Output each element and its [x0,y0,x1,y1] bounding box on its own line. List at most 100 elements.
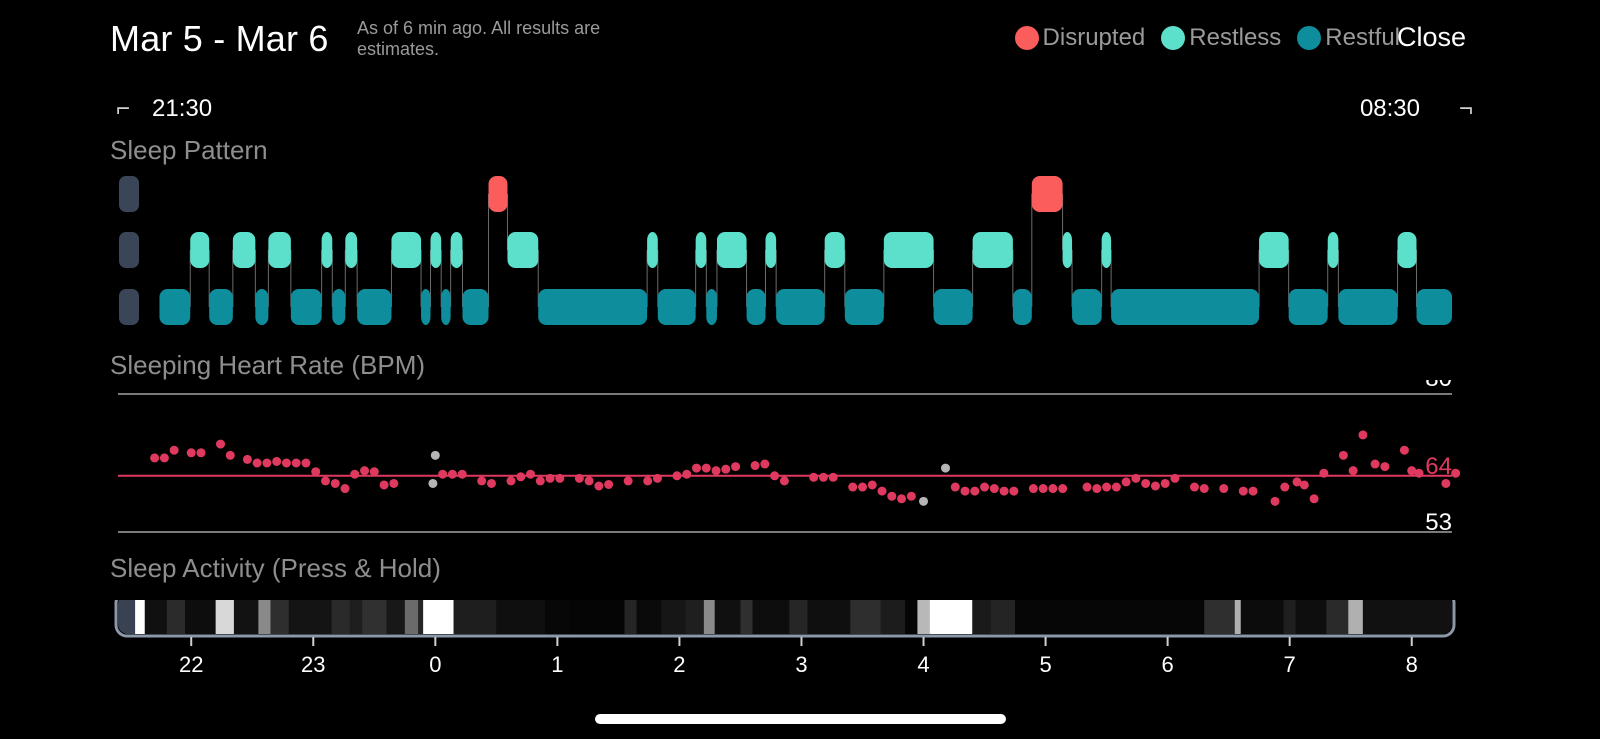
activity-band [703,600,715,634]
activity-band [288,600,332,634]
hr-max-label: 80 [1425,380,1452,392]
hr-point [1370,459,1380,469]
hr-point [1082,482,1092,492]
activity-band [453,600,497,634]
hr-point [1102,482,1112,492]
activity-frame [114,600,1456,638]
activity-band [166,600,186,634]
hr-point [1441,478,1451,488]
legend-item-disrupted: Disrupted [1014,24,1145,52]
hr-point [760,459,770,469]
activity-band [496,600,546,634]
hr-point [369,467,379,477]
activity-band [135,600,145,634]
sleep-segment-restless [824,232,845,268]
sleep-segment-restless [391,232,422,268]
hr-point [672,471,682,481]
axis-tick-label: 23 [301,652,325,677]
sleep-segment-restful [357,289,392,325]
sleep-segment-restless [321,232,333,268]
hr-point [196,448,206,458]
sleep-segment-restful [657,289,696,325]
hr-point-excluded [940,463,950,473]
hr-point [858,482,868,492]
hr-point [1170,473,1180,483]
hr-point [1319,468,1329,478]
hr-point [1380,462,1390,472]
activity-band [636,600,662,634]
sleep-segment-restful [1012,289,1032,325]
hr-point [1338,450,1348,460]
hr-point [311,467,321,477]
activity-band [752,600,790,634]
sleep-segment-restful [332,289,346,325]
activity-band [1326,600,1349,634]
activity-band [545,600,570,634]
sleep-segment-restful [159,289,191,325]
activity-band [1234,600,1241,634]
hr-point [999,486,1009,496]
sleep-segment-restless [232,232,256,268]
hr-point [1358,430,1368,440]
activity-band [258,600,271,634]
end-time: 08:30 [1359,95,1420,122]
hr-point [828,472,838,482]
activity-band [423,600,454,634]
hr-point [877,486,887,496]
hr-point [848,482,858,492]
hr-point [643,476,653,486]
activity-band [1295,600,1327,634]
hr-point [809,472,819,482]
sleep-segment-restful [1416,289,1452,325]
sleep-segment-disrupted [488,176,508,212]
axis-tick-label: 4 [917,652,929,677]
sleep-segment-restless [450,232,463,268]
hr-point [731,462,741,472]
sleep-segment-restless [345,232,358,268]
axis-tick-label: 1 [551,652,563,677]
home-indicator[interactable] [595,714,1006,724]
activity-band [929,600,973,634]
sleep-segment-restful [1111,289,1260,325]
row-marker-restless [119,232,139,268]
hr-point [447,469,457,479]
hr-point [1407,466,1417,476]
activity-band [404,600,419,634]
start-time: 21:30 [152,95,213,122]
sleep-segment-restful [1338,289,1398,325]
hr-point [989,484,999,494]
hr-point [1219,484,1229,494]
sleep-segment-restless [695,232,707,268]
hr-point [252,458,262,468]
page-title: Mar 5 - Mar 6 [110,18,329,59]
restless-swatch-icon [1161,26,1186,50]
hr-point [980,482,990,492]
row-marker-restful [119,289,139,325]
sleep-segment-restful [209,289,233,325]
activity-band [331,600,350,634]
legend-label-restful: Restful [1325,24,1400,51]
hr-point [1111,482,1121,492]
hr-point [1160,478,1170,488]
sleep-activity-chart[interactable]: 22 23 0 1 2 3 4 5 6 7 8 [0,600,1600,695]
activity-band [807,600,851,634]
activity-band [850,600,881,634]
hr-point [867,480,877,490]
activity-band [270,600,289,634]
sleep-pattern-chart[interactable] [0,170,1600,335]
sleep-segment-restful [1072,289,1102,325]
legend-item-restless: Restless [1161,24,1281,52]
hr-point [906,491,916,501]
restful-swatch-icon [1297,26,1322,50]
sleep-segment-restless [190,232,210,268]
legend-label-restless: Restless [1189,24,1282,51]
hr-point [1058,484,1068,494]
axis-tick-label: 2 [673,652,685,677]
axis-tick-label: 8 [1406,652,1418,677]
hr-point [291,458,301,468]
sleep-segment-restless [765,232,777,268]
activity-band [1204,600,1235,634]
start-bracket-icon: ⌐ [116,95,131,122]
close-button[interactable]: Close [1396,22,1466,52]
hr-point [150,453,160,463]
